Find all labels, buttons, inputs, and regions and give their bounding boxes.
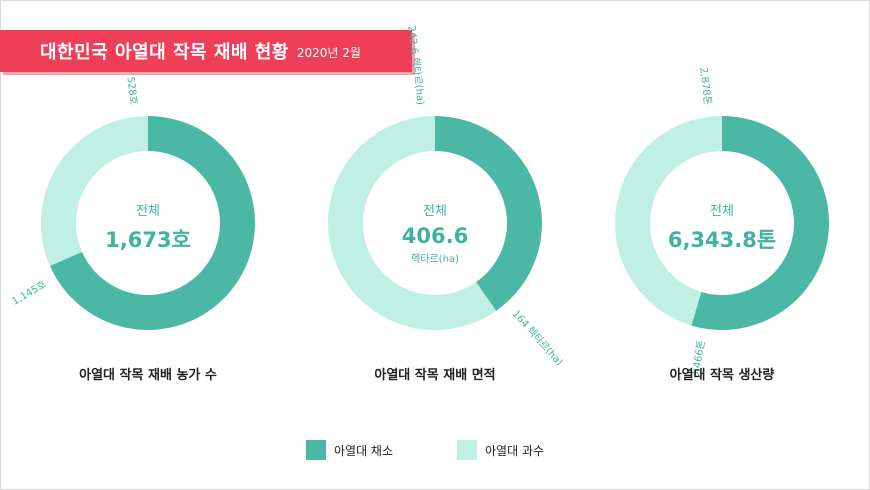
slice-vegetable — [691, 116, 830, 330]
legend-swatch-fruit — [457, 440, 478, 460]
legend-item-vegetable: 아열대 채소 — [306, 440, 393, 460]
page-date: 2020년 2월 — [296, 46, 361, 60]
legend-label: 아열대 과수 — [485, 443, 545, 458]
center-value: 406.6 — [401, 224, 469, 248]
center-label: 전체 — [710, 204, 734, 219]
center-value: 1,673호 — [105, 228, 191, 252]
chart-caption: 아열대 작목 생산량 — [669, 368, 775, 383]
slice-vegetable — [49, 116, 255, 330]
donut-chart-area: 164 헥타르(ha) 242.6 헥타르(ha) 전체 406.6 헥타르(ha… — [305, 25, 566, 400]
legend-swatch-vegetable — [306, 440, 326, 460]
slice-vegetable — [435, 116, 542, 311]
slice-fruit — [328, 116, 497, 330]
legend-item-fruit: 아열대 과수 — [457, 440, 544, 460]
chart-caption: 아열대 작목 재배 면적 — [374, 368, 496, 383]
center-label: 전체 — [423, 204, 447, 219]
donut-chart-farms: 1,145호 528호 전체 1,673호 아열대 작목 재배 농가 수 — [10, 76, 278, 400]
slice-value-label: 164 헥타르(ha) — [510, 308, 566, 368]
slice-value-label: 528호 — [124, 76, 139, 106]
slice-value-label: 2,878톤 — [697, 67, 713, 106]
center-label: 전체 — [136, 204, 160, 219]
page-title: 대한민국 아열대 작목 재배 현황 — [40, 42, 289, 63]
legend-label: 아열대 채소 — [334, 443, 394, 458]
legend: 아열대 채소 아열대 과수 — [306, 440, 608, 460]
slice-fruit — [615, 116, 722, 326]
slice-fruit — [41, 116, 148, 266]
donut-chart-production: 3,466톤 2,878톤 전체 6,343.8톤 아열대 작목 생산량 — [592, 67, 852, 400]
title-banner: 대한민국 아열대 작목 재배 현황 2020년 2월 — [0, 30, 412, 72]
center-value: 6,343.8톤 — [667, 228, 777, 252]
center-unit: 헥타르(ha) — [411, 254, 459, 265]
chart-caption: 아열대 작목 재배 농가 수 — [79, 368, 217, 383]
